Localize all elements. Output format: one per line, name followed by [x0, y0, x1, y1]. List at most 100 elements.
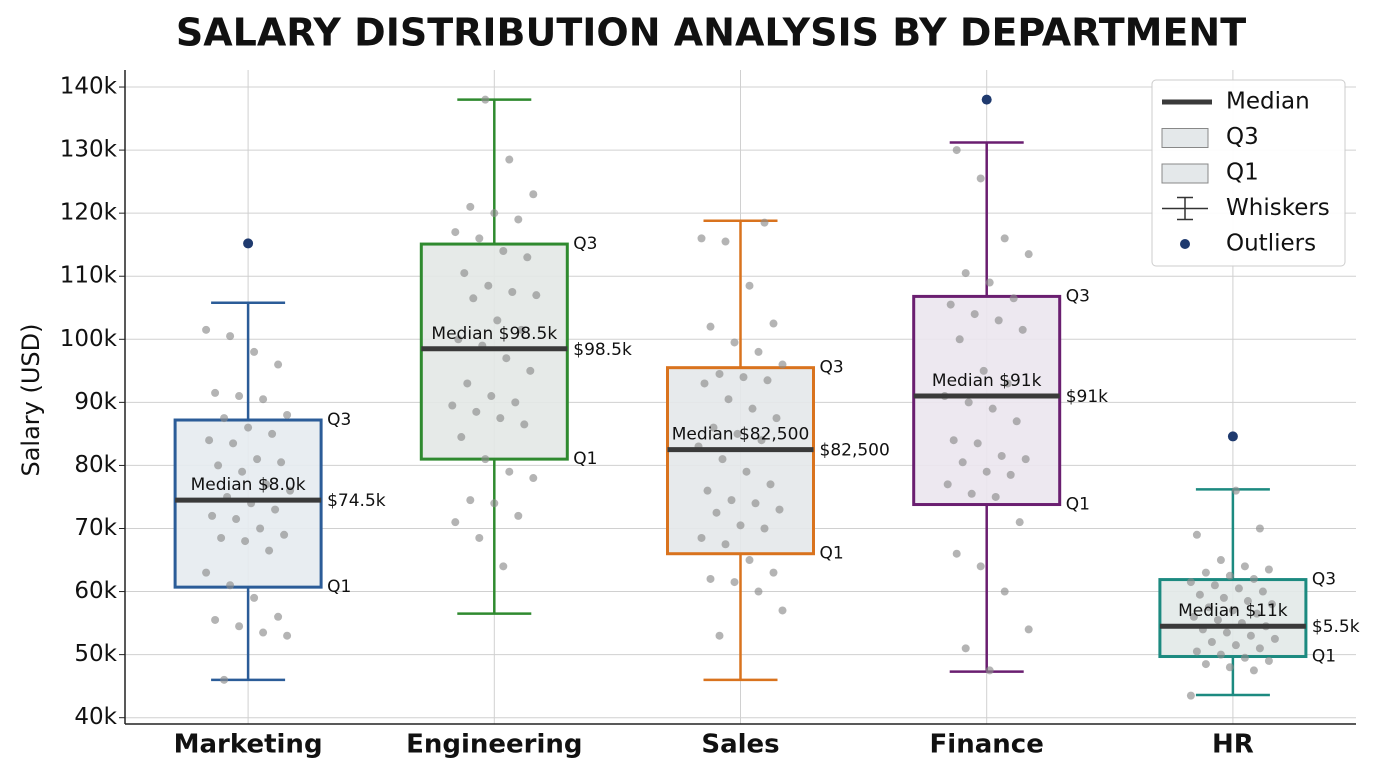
data-point: [214, 461, 223, 470]
data-point: [490, 499, 499, 508]
box: [666, 366, 815, 556]
x-tick-label: HR: [1212, 730, 1254, 760]
data-point: [1216, 556, 1225, 565]
data-point: [754, 347, 763, 356]
outlier: [981, 94, 992, 105]
data-point: [1258, 587, 1267, 596]
y-tick-label: 110k: [60, 263, 118, 289]
data-point: [754, 587, 763, 596]
data-point: [232, 515, 241, 524]
data-point: [778, 360, 787, 369]
data-point: [466, 202, 475, 211]
data-point: [721, 237, 730, 246]
data-point: [706, 574, 715, 583]
y-tick-label: 140k: [60, 74, 118, 100]
legend-outlier: [1180, 239, 1190, 249]
data-point: [454, 335, 463, 344]
data-point: [1249, 574, 1258, 583]
data-point: [724, 395, 733, 404]
data-point: [1240, 562, 1249, 571]
data-point: [1018, 325, 1027, 334]
data-point: [1003, 379, 1012, 388]
data-point: [481, 95, 490, 104]
data-point: [958, 458, 967, 467]
data-point: [1231, 641, 1240, 650]
data-point: [1255, 644, 1264, 653]
data-point: [283, 410, 292, 419]
data-point: [1204, 603, 1213, 612]
data-point: [751, 499, 760, 508]
data-point: [961, 269, 970, 278]
data-point: [952, 549, 961, 558]
data-point: [700, 379, 709, 388]
data-point: [712, 508, 721, 517]
y-tick-label: 90k: [74, 389, 117, 415]
data-point: [1267, 600, 1276, 609]
data-point: [220, 414, 229, 423]
y-tick-label: 60k: [74, 578, 117, 604]
data-point: [472, 407, 481, 416]
data-point: [775, 505, 784, 514]
data-point: [772, 414, 781, 423]
data-point: [1012, 417, 1021, 426]
data-point: [241, 537, 250, 546]
data-point: [466, 496, 475, 505]
data-point: [745, 281, 754, 290]
data-point: [943, 480, 952, 489]
data-point: [493, 316, 502, 325]
data-point: [991, 492, 1000, 501]
median-annotation: Median $82,500: [672, 425, 810, 445]
data-point: [202, 325, 211, 334]
data-point: [277, 458, 286, 467]
data-point: [526, 366, 535, 375]
data-point: [1000, 234, 1009, 243]
data-point: [226, 581, 235, 590]
data-point: [961, 644, 970, 653]
q1-label: Q1: [820, 544, 844, 564]
data-point: [973, 439, 982, 448]
legend-label: Median: [1226, 89, 1310, 115]
data-point: [490, 209, 499, 218]
data-point: [1264, 656, 1273, 665]
data-point: [508, 287, 517, 296]
data-point: [1207, 638, 1216, 647]
data-point: [1264, 565, 1273, 574]
median-annotation: Median $91k: [932, 371, 1042, 391]
legend-label: Q1: [1226, 160, 1259, 186]
data-point: [256, 524, 265, 533]
y-tick-label: 50k: [74, 641, 117, 667]
data-point: [202, 568, 211, 577]
data-point: [505, 155, 514, 164]
legend-label: Whiskers: [1226, 195, 1330, 221]
data-point: [484, 281, 493, 290]
data-point: [1192, 647, 1201, 656]
data-point: [946, 300, 955, 309]
data-point: [964, 398, 973, 407]
outlier: [243, 238, 254, 249]
data-point: [949, 436, 958, 445]
median-label: $82,500: [820, 441, 890, 461]
data-point: [985, 666, 994, 675]
x-tick-label: Sales: [701, 730, 779, 760]
data-point: [271, 505, 280, 514]
data-point: [253, 455, 262, 464]
box: [912, 294, 1062, 507]
data-point: [1009, 294, 1018, 303]
median-label: $98.5k: [573, 340, 632, 360]
data-point: [976, 562, 985, 571]
data-point: [259, 628, 268, 637]
data-point: [475, 234, 484, 243]
legend-label: Q3: [1226, 124, 1259, 150]
data-point: [715, 631, 724, 640]
data-point: [235, 392, 244, 401]
data-point: [265, 546, 274, 555]
x-tick-label: Marketing: [174, 730, 323, 760]
data-point: [769, 319, 778, 328]
legend-box: [1161, 163, 1209, 184]
data-point: [748, 404, 757, 413]
data-point: [1000, 587, 1009, 596]
data-point: [994, 316, 1003, 325]
data-point: [481, 455, 490, 464]
data-point: [286, 486, 295, 495]
data-point: [208, 511, 217, 520]
